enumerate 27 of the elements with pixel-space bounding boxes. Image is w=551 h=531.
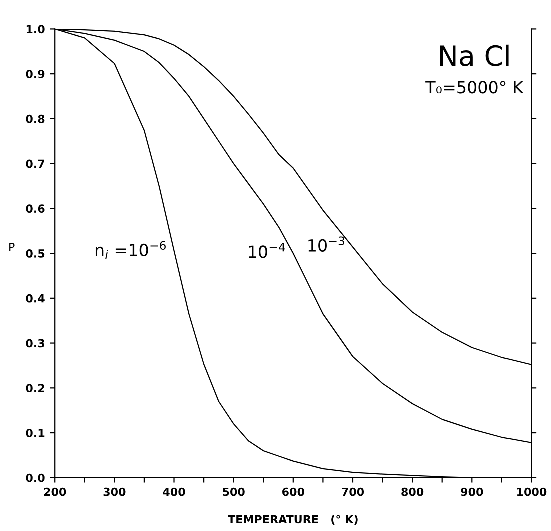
x-tick-label: 600 <box>282 488 304 496</box>
y-tick-label: 0.0 <box>26 474 45 482</box>
y-tick-label: 0.4 <box>26 294 45 303</box>
x-tick-label: 900 <box>461 488 484 496</box>
x-axis-title: TEMPERATURE (° K) <box>228 515 358 525</box>
y-tick-label: 0.2 <box>26 384 44 393</box>
x-tick-label: 200 <box>44 488 66 496</box>
y-tick-label: 0.7 <box>26 160 44 168</box>
x-tick-label: 400 <box>163 488 186 496</box>
series-label: 10$^{−4}$ <box>249 243 286 258</box>
x-tick-label: 1000 <box>518 488 547 496</box>
y-tick-label: 0.3 <box>26 339 44 348</box>
x-tick-label: 700 <box>342 488 364 496</box>
x-tick-label: 500 <box>223 488 245 496</box>
y-tick-label: 0.9 <box>26 70 45 78</box>
y-axis-title: P <box>10 243 15 252</box>
y-tick-label: 0.1 <box>26 429 45 438</box>
x-tick-label: 800 <box>402 488 424 496</box>
chart-title: Na Cl <box>440 44 509 66</box>
series-label: 10$^{−3}$ <box>308 236 345 252</box>
y-tick-label: 0.5 <box>26 250 45 258</box>
series-label: n$_{i}$ =10$^{−6}$ <box>96 241 166 259</box>
x-tick-label: 300 <box>104 488 126 496</box>
y-tick-label: 1.0 <box>26 25 45 34</box>
y-tick-label: 0.6 <box>26 204 45 214</box>
text: T₀=5000° K <box>426 81 524 94</box>
y-tick-label: 0.8 <box>26 114 45 124</box>
